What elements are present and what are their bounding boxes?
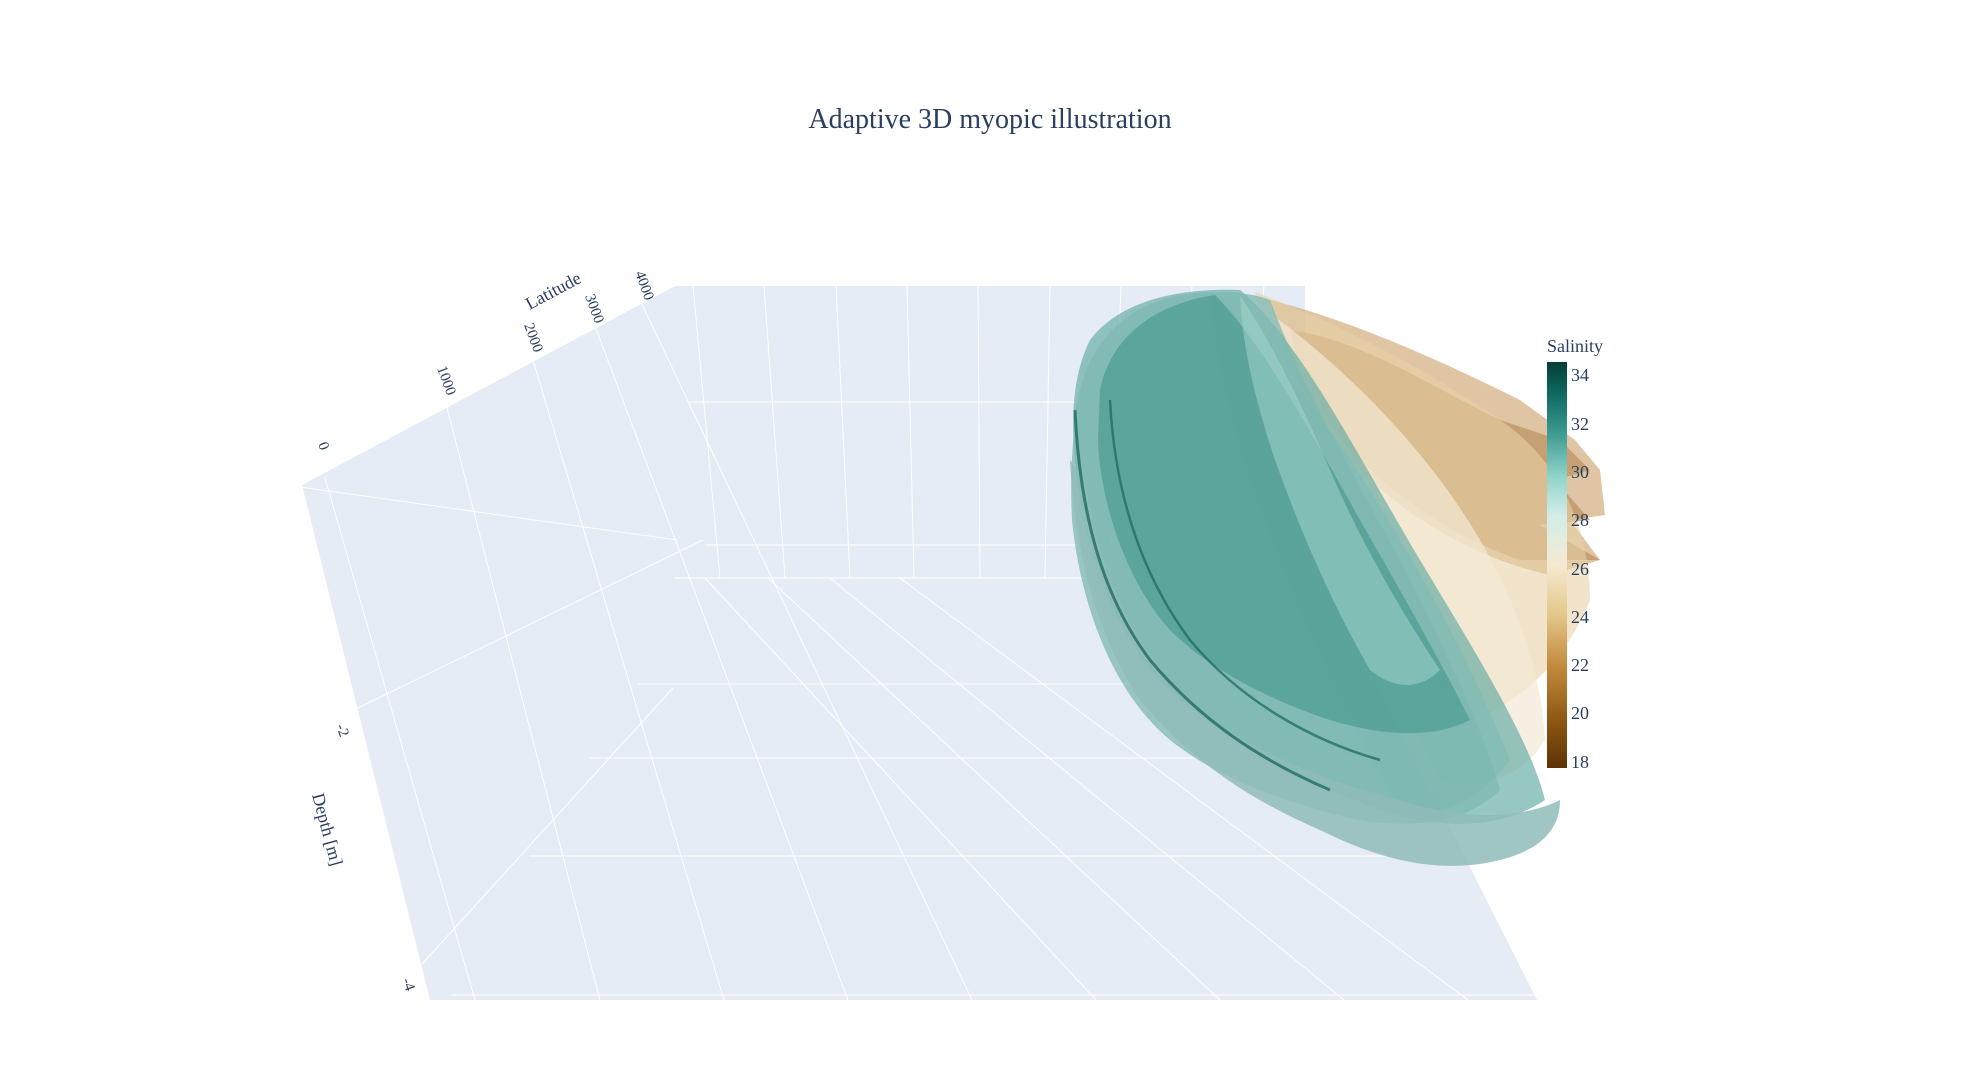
isosurface-shells	[1070, 289, 1605, 866]
colorbar-tick-28: 28	[1571, 510, 1589, 530]
colorbar-tick-26: 26	[1571, 559, 1589, 579]
chart-title: Adaptive 3D myopic illustration	[808, 104, 1171, 135]
colorbar-title: Salinity	[1547, 336, 1603, 356]
colorbar-tick-22: 22	[1571, 655, 1589, 675]
latitude-tick-0: 0	[314, 440, 332, 453]
colorbar-tick-30: 30	[1571, 462, 1589, 482]
latitude-axis-title: Latitude	[522, 268, 584, 314]
iso-shell-dark-rim-2	[1108, 399, 1381, 762]
colorbar-tick-24: 24	[1571, 607, 1589, 627]
iso-shell-dark-rim	[1073, 409, 1331, 792]
depth-tick-minus2: -2	[332, 722, 351, 739]
iso-shell-light-band	[1240, 295, 1440, 685]
latitude-tick-2000: 2000	[520, 321, 545, 355]
floor-gridlines	[299, 299, 1537, 1001]
depth-axis-title: Depth [m]	[308, 791, 347, 868]
latitude-tick-4000: 4000	[631, 269, 656, 303]
colorbar-gradient	[1547, 362, 1567, 768]
depth-tick-minus4: -4	[398, 976, 417, 994]
colorbar-tick-34: 34	[1571, 365, 1589, 385]
scene-back-wall	[302, 286, 1305, 540]
latitude-tick-1000: 1000	[433, 364, 458, 398]
colorbar-tick-20: 20	[1571, 703, 1589, 723]
colorbar-tick-32: 32	[1571, 414, 1589, 434]
colorbar-tick-18: 18	[1571, 752, 1589, 772]
colorbar: Salinity 34 32 30 28 26 24 22 20 18	[1547, 336, 1603, 772]
scene-3d[interactable]: Latitude 0 1000 2000 3000 4000 Depth [m]…	[299, 268, 1605, 1001]
latitude-tick-3000: 3000	[581, 292, 606, 326]
